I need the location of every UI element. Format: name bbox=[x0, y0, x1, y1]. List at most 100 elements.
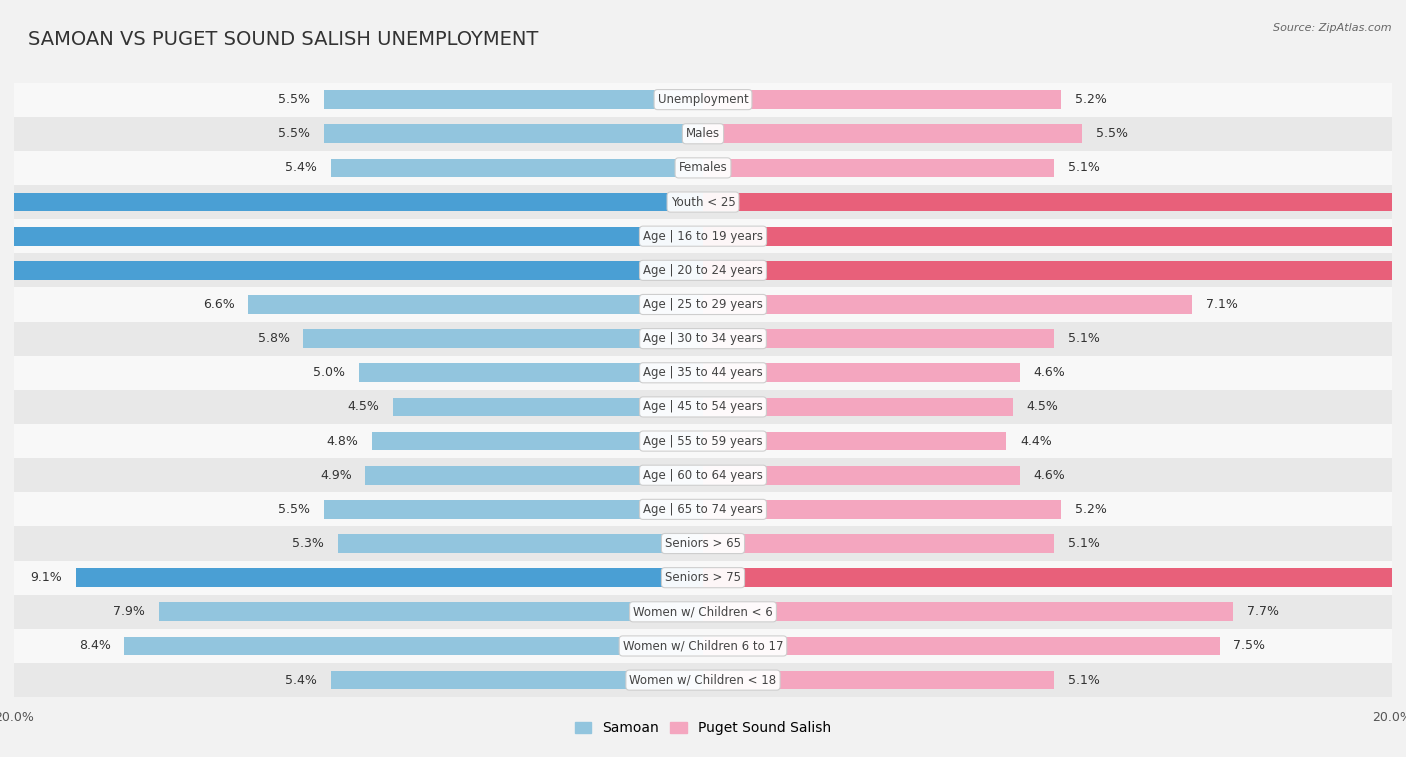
Bar bbox=[703, 671, 1054, 690]
Text: 5.8%: 5.8% bbox=[257, 332, 290, 345]
Text: Age | 30 to 34 years: Age | 30 to 34 years bbox=[643, 332, 763, 345]
Text: 5.5%: 5.5% bbox=[1095, 127, 1128, 140]
Bar bbox=[0, 561, 1406, 595]
Bar bbox=[325, 124, 703, 143]
Text: 4.5%: 4.5% bbox=[347, 400, 380, 413]
Bar bbox=[159, 603, 703, 621]
Bar bbox=[124, 637, 703, 656]
Text: Age | 65 to 74 years: Age | 65 to 74 years bbox=[643, 503, 763, 516]
Bar bbox=[76, 569, 703, 587]
Text: 5.0%: 5.0% bbox=[312, 366, 344, 379]
Bar bbox=[325, 90, 703, 109]
Bar bbox=[0, 526, 1406, 561]
Text: Males: Males bbox=[686, 127, 720, 140]
Bar bbox=[0, 192, 703, 211]
Bar bbox=[0, 83, 1406, 117]
Text: Age | 20 to 24 years: Age | 20 to 24 years bbox=[643, 264, 763, 277]
Bar bbox=[703, 637, 1219, 656]
Bar bbox=[703, 261, 1406, 280]
Bar bbox=[325, 500, 703, 519]
Bar bbox=[703, 397, 1012, 416]
Text: 5.5%: 5.5% bbox=[278, 503, 311, 516]
Bar bbox=[703, 500, 1062, 519]
Bar bbox=[330, 671, 703, 690]
Text: 5.1%: 5.1% bbox=[1069, 161, 1099, 174]
Text: 5.4%: 5.4% bbox=[285, 674, 318, 687]
Text: Seniors > 75: Seniors > 75 bbox=[665, 572, 741, 584]
Bar bbox=[703, 466, 1019, 484]
Bar bbox=[703, 124, 1083, 143]
Bar bbox=[703, 363, 1019, 382]
Text: 4.6%: 4.6% bbox=[1033, 469, 1066, 481]
Text: 5.3%: 5.3% bbox=[292, 537, 325, 550]
Bar bbox=[703, 295, 1192, 314]
Bar bbox=[703, 90, 1062, 109]
Text: Women w/ Children < 18: Women w/ Children < 18 bbox=[630, 674, 776, 687]
Text: 5.1%: 5.1% bbox=[1069, 674, 1099, 687]
Bar bbox=[373, 431, 703, 450]
Bar bbox=[0, 629, 1406, 663]
Bar bbox=[0, 356, 1406, 390]
Text: SAMOAN VS PUGET SOUND SALISH UNEMPLOYMENT: SAMOAN VS PUGET SOUND SALISH UNEMPLOYMEN… bbox=[28, 30, 538, 49]
Bar bbox=[0, 492, 1406, 526]
Legend: Samoan, Puget Sound Salish: Samoan, Puget Sound Salish bbox=[569, 716, 837, 741]
Text: Females: Females bbox=[679, 161, 727, 174]
Bar bbox=[359, 363, 703, 382]
Text: Age | 25 to 29 years: Age | 25 to 29 years bbox=[643, 298, 763, 311]
Bar bbox=[0, 458, 1406, 492]
Text: 5.2%: 5.2% bbox=[1076, 503, 1107, 516]
Bar bbox=[0, 151, 1406, 185]
Bar bbox=[0, 254, 1406, 288]
Text: 4.4%: 4.4% bbox=[1019, 435, 1052, 447]
Bar bbox=[703, 192, 1406, 211]
Text: 7.5%: 7.5% bbox=[1233, 640, 1265, 653]
Text: Women w/ Children < 6: Women w/ Children < 6 bbox=[633, 606, 773, 618]
Text: 4.9%: 4.9% bbox=[321, 469, 352, 481]
Bar bbox=[366, 466, 703, 484]
Text: 5.2%: 5.2% bbox=[1076, 93, 1107, 106]
Bar bbox=[0, 595, 1406, 629]
Bar bbox=[703, 329, 1054, 348]
Text: 7.1%: 7.1% bbox=[1206, 298, 1237, 311]
Text: 7.9%: 7.9% bbox=[112, 606, 145, 618]
Bar bbox=[0, 390, 1406, 424]
Bar bbox=[0, 219, 1406, 254]
Text: 7.7%: 7.7% bbox=[1247, 606, 1279, 618]
Bar bbox=[0, 288, 1406, 322]
Text: Age | 45 to 54 years: Age | 45 to 54 years bbox=[643, 400, 763, 413]
Text: Age | 55 to 59 years: Age | 55 to 59 years bbox=[643, 435, 763, 447]
Text: 5.1%: 5.1% bbox=[1069, 537, 1099, 550]
Bar bbox=[703, 534, 1054, 553]
Bar bbox=[0, 424, 1406, 458]
Bar bbox=[0, 185, 1406, 219]
Bar bbox=[703, 158, 1054, 177]
Bar bbox=[249, 295, 703, 314]
Text: Age | 16 to 19 years: Age | 16 to 19 years bbox=[643, 229, 763, 243]
Text: Age | 60 to 64 years: Age | 60 to 64 years bbox=[643, 469, 763, 481]
Text: 5.4%: 5.4% bbox=[285, 161, 318, 174]
Text: 4.8%: 4.8% bbox=[326, 435, 359, 447]
Text: Age | 35 to 44 years: Age | 35 to 44 years bbox=[643, 366, 763, 379]
Bar bbox=[0, 227, 703, 245]
Text: 6.6%: 6.6% bbox=[202, 298, 235, 311]
Text: Source: ZipAtlas.com: Source: ZipAtlas.com bbox=[1274, 23, 1392, 33]
Text: Youth < 25: Youth < 25 bbox=[671, 195, 735, 208]
Text: 5.5%: 5.5% bbox=[278, 127, 311, 140]
Bar bbox=[394, 397, 703, 416]
Bar bbox=[0, 261, 703, 280]
Text: 5.5%: 5.5% bbox=[278, 93, 311, 106]
Bar bbox=[304, 329, 703, 348]
Bar bbox=[703, 431, 1007, 450]
Text: Unemployment: Unemployment bbox=[658, 93, 748, 106]
Bar bbox=[703, 569, 1392, 587]
Bar bbox=[703, 603, 1233, 621]
Text: Seniors > 65: Seniors > 65 bbox=[665, 537, 741, 550]
Text: 4.5%: 4.5% bbox=[1026, 400, 1059, 413]
Text: 9.1%: 9.1% bbox=[31, 572, 62, 584]
Bar bbox=[337, 534, 703, 553]
Bar bbox=[0, 663, 1406, 697]
Text: 4.6%: 4.6% bbox=[1033, 366, 1066, 379]
Bar bbox=[0, 117, 1406, 151]
Bar bbox=[0, 322, 1406, 356]
Text: Women w/ Children 6 to 17: Women w/ Children 6 to 17 bbox=[623, 640, 783, 653]
